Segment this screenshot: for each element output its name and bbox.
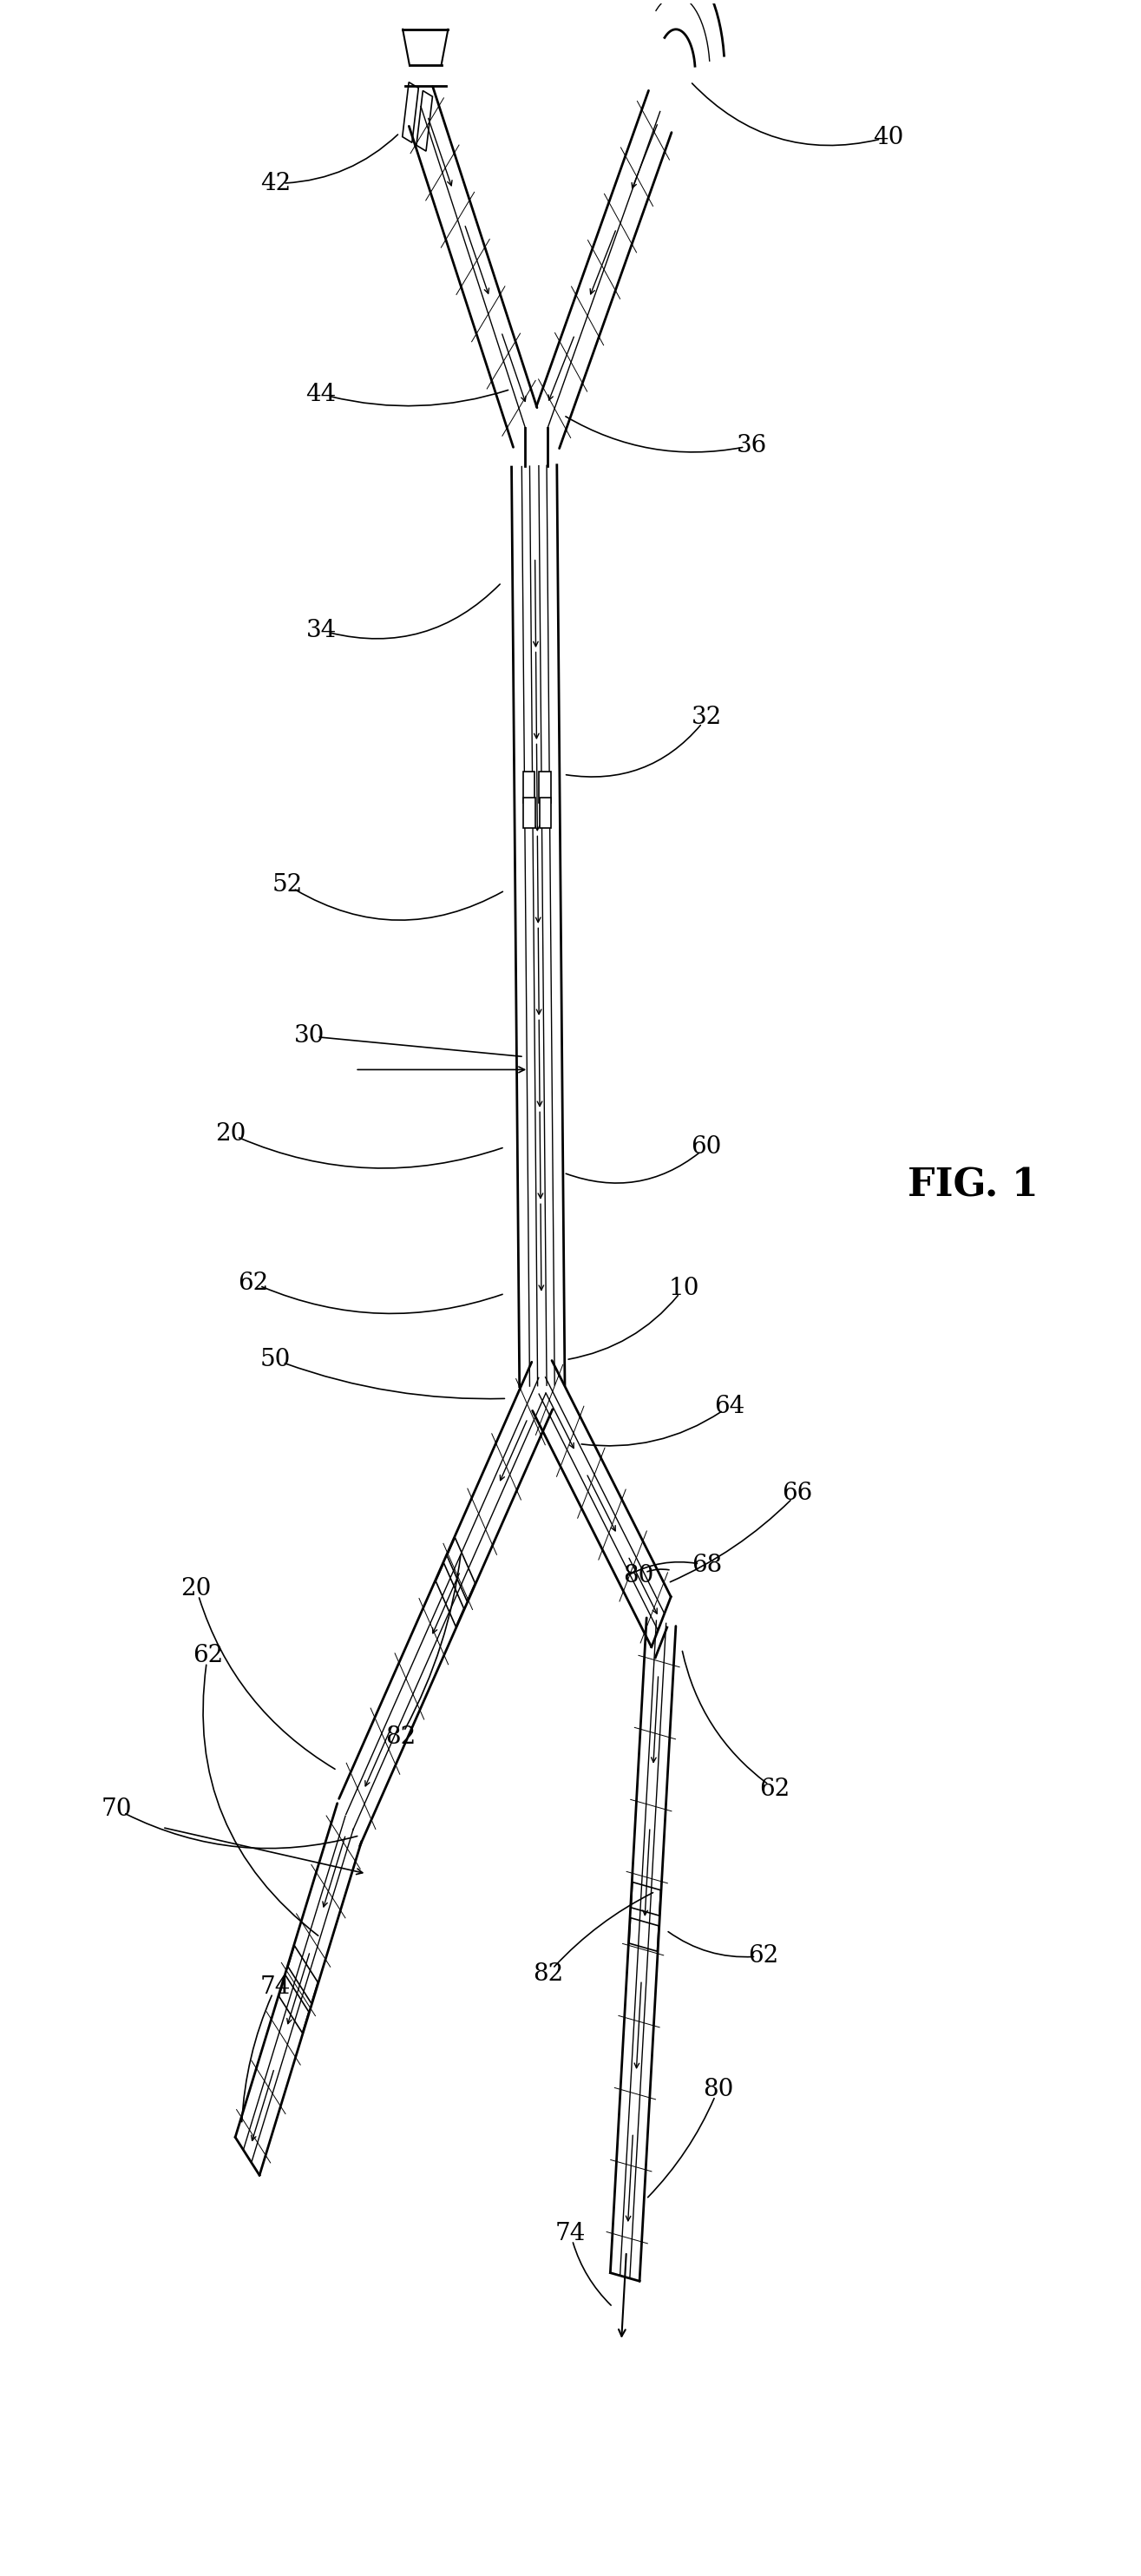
Text: 64: 64 [714,1394,745,1417]
Text: 80: 80 [623,1564,654,1587]
Text: 66: 66 [782,1481,812,1504]
Text: 40: 40 [873,126,904,149]
Text: 36: 36 [737,433,767,456]
Text: 42: 42 [260,173,291,196]
Text: 68: 68 [691,1553,722,1577]
Text: 20: 20 [215,1123,245,1146]
Polygon shape [447,1538,475,1602]
Text: 52: 52 [272,873,302,896]
Text: 30: 30 [294,1025,325,1048]
Text: 10: 10 [669,1275,699,1301]
Text: 50: 50 [260,1347,291,1370]
Bar [524,799,535,829]
Text: 62: 62 [759,1777,790,1801]
Text: 60: 60 [691,1136,722,1159]
Polygon shape [631,1883,661,1917]
Polygon shape [403,82,419,142]
Polygon shape [416,90,432,152]
Polygon shape [436,1564,464,1625]
Bar [540,799,551,829]
Text: 32: 32 [691,706,722,729]
Bar [540,773,551,804]
Text: 70: 70 [102,1798,132,1821]
Bar [524,773,535,804]
Text: 62: 62 [237,1270,268,1296]
Text: 82: 82 [533,1963,564,1986]
Polygon shape [288,1945,318,2004]
Text: 44: 44 [306,381,337,407]
Text: 74: 74 [556,2221,585,2246]
Text: 62: 62 [193,1643,222,1667]
Text: 20: 20 [181,1577,212,1600]
Polygon shape [280,1976,309,2032]
Text: 62: 62 [748,1945,778,1968]
Text: 80: 80 [703,2079,734,2102]
Text: 82: 82 [386,1726,415,1749]
Text: 34: 34 [306,618,337,641]
Text: 74: 74 [260,1976,291,1999]
Text: FIG. 1: FIG. 1 [907,1167,1038,1203]
Polygon shape [629,1917,658,1950]
